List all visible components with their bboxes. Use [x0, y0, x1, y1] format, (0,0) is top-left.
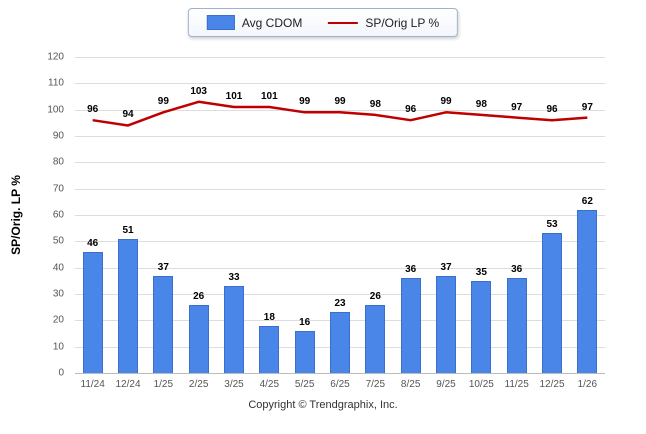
y-tick-label: 40 [52, 262, 64, 274]
y-tick-label: 0 [58, 367, 64, 379]
x-tick-label: 10/25 [468, 379, 494, 390]
line-value-label: 99 [157, 96, 169, 108]
bar [506, 278, 527, 373]
line-value-label: 101 [260, 91, 278, 103]
y-axis-title: SP/Orig. LP % [9, 175, 23, 255]
bar [82, 251, 103, 373]
gridline [75, 188, 605, 190]
x-tick-label: 4/25 [259, 379, 280, 390]
line-value-label: 99 [334, 96, 346, 108]
bar-value-label: 18 [263, 311, 275, 323]
bar [577, 209, 598, 373]
bar-value-label: 37 [440, 261, 452, 273]
bar-value-label: 53 [546, 219, 558, 231]
line-value-label: 97 [581, 101, 593, 113]
gridline [75, 109, 605, 111]
copyright-text: Copyright © Trendgraphix, Inc. [248, 399, 398, 411]
x-tick-label: 8/25 [400, 379, 421, 390]
legend-item-avg-cdom: Avg CDOM [206, 15, 303, 30]
x-tick-label: 2/25 [188, 379, 209, 390]
line-value-label: 99 [440, 96, 452, 108]
bar-value-label: 26 [193, 290, 205, 302]
bar [365, 304, 386, 373]
y-tick-label: 60 [52, 209, 64, 221]
gridline [75, 57, 605, 58]
gridline [75, 215, 605, 216]
gridline [75, 162, 605, 164]
line-swatch-icon [328, 21, 359, 24]
gridline [75, 136, 605, 137]
bar [330, 312, 350, 373]
bar-value-label: 23 [334, 298, 346, 310]
line-value-label: 98 [369, 98, 381, 110]
y-tick-label: 50 [52, 235, 64, 247]
x-tick-label: 7/25 [365, 379, 386, 390]
y-tick-label: 100 [47, 104, 64, 116]
x-tick-label: 12/24 [115, 379, 141, 390]
line-value-label: 96 [546, 104, 558, 116]
bar-value-label: 33 [228, 272, 240, 284]
bar-value-label: 16 [299, 316, 311, 328]
x-tick-label: 1/25 [153, 379, 174, 390]
x-tick-label: 3/25 [224, 379, 244, 390]
bar [294, 330, 315, 373]
bar [436, 275, 456, 373]
y-tick-label: 80 [52, 156, 64, 168]
y-tick-label: 20 [52, 314, 64, 326]
bar-value-label: 62 [581, 195, 593, 207]
y-tick-label: 30 [52, 288, 64, 300]
x-tick-label: 1/26 [577, 379, 598, 390]
line-value-label: 98 [475, 98, 487, 110]
line-value-label: 99 [299, 96, 311, 108]
bar-value-label: 26 [369, 290, 381, 302]
legend: Avg CDOM SP/Orig LP % [187, 8, 459, 37]
y-tick-label: 70 [52, 183, 64, 195]
legend-label-sp-orig-lp: SP/Orig LP % [365, 15, 440, 30]
y-axis-tick-labels: 0 10 20 30 40 50 60 70 80 90 100 110 120 [40, 52, 70, 379]
bar [259, 325, 280, 373]
line-series [92, 100, 588, 127]
bar [542, 233, 562, 373]
bar-value-label: 35 [475, 266, 487, 278]
bar-value-label: 46 [87, 237, 99, 249]
x-tick-label: 11/24 [80, 379, 105, 390]
y-tick-label: 90 [52, 130, 64, 142]
x-tick-label: 6/25 [330, 379, 350, 390]
bar-swatch-icon [206, 15, 235, 30]
bar [153, 275, 174, 373]
bar [471, 280, 492, 373]
x-tick-label: 11/25 [504, 379, 529, 390]
gridline [75, 294, 605, 295]
bar-value-label: 51 [122, 224, 134, 236]
x-tick-label: 12/25 [539, 379, 565, 390]
bar-value-label: 36 [405, 264, 417, 276]
x-axis-labels: 11/24 12/24 1/25 2/25 3/25 4/25 5/25 6/25 7/25 8/… [75, 379, 605, 393]
line-value-label: 103 [190, 85, 207, 97]
bar-value-label: 36 [511, 264, 523, 276]
gridline [75, 241, 605, 243]
legend-item-sp-orig-lp: SP/Orig LP % [328, 16, 439, 30]
x-tick-label: 9/25 [436, 379, 456, 390]
line-value-label: 96 [87, 104, 99, 116]
gridline [75, 83, 605, 85]
y-tick-label: 110 [48, 77, 64, 89]
line-value-label: 96 [405, 104, 417, 116]
legend-label-avg-cdom: Avg CDOM [241, 15, 303, 30]
bar [118, 238, 138, 373]
y-tick-label: 10 [52, 341, 64, 353]
line-value-label: 94 [122, 109, 134, 121]
line-value-label: 101 [225, 91, 243, 103]
line-path [92, 100, 588, 127]
bar [400, 278, 421, 373]
bar-value-label: 37 [157, 261, 169, 273]
x-tick-label: 5/25 [294, 379, 315, 390]
y-tick-label: 120 [47, 51, 64, 63]
gridline [75, 267, 605, 269]
line-value-label: 97 [511, 101, 523, 113]
bar [224, 286, 244, 373]
plot-area: 46 51 37 26 33 18 16 23 26 36 37 35 36 53 62 96 94 99 103 1… [75, 57, 605, 374]
bar [188, 304, 209, 373]
